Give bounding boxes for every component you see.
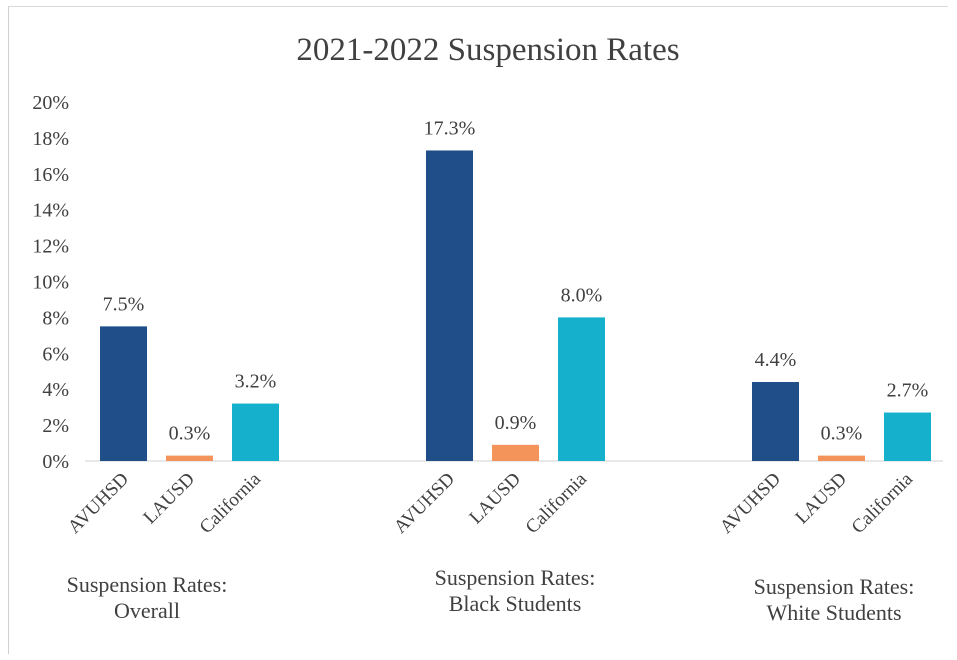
group-label: Suspension Rates:	[435, 565, 596, 590]
category-label: LAUSD	[791, 469, 851, 529]
data-label: 4.4%	[755, 349, 797, 371]
y-tick-label: 14%	[32, 200, 69, 222]
y-tick-label: 10%	[32, 272, 69, 294]
y-tick-label: 18%	[32, 128, 69, 150]
bar-lausd-1	[166, 455, 213, 461]
bar-california-1	[232, 403, 279, 461]
y-axis: 0% 2% 4% 6% 8% 10% 12% 14% 16% 18% 20%	[32, 92, 69, 473]
data-label: 7.5%	[103, 293, 145, 315]
y-tick-label: 0%	[42, 451, 69, 473]
category-label: California	[522, 468, 592, 538]
category-label: LAUSD	[465, 469, 525, 529]
y-tick-label: 16%	[32, 164, 69, 186]
data-label: 17.3%	[424, 117, 476, 139]
category-label: AVUHSD	[64, 469, 133, 538]
y-tick-label: 20%	[32, 92, 69, 114]
y-tick-label: 6%	[42, 343, 69, 365]
group-label: White Students	[766, 600, 901, 625]
chart-title: 2021-2022 Suspension Rates	[296, 32, 679, 68]
y-tick-label: 8%	[42, 307, 69, 329]
category-label: AVUHSD	[716, 469, 785, 538]
group-label: Suspension Rates:	[67, 572, 228, 597]
group-label: Overall	[114, 598, 180, 623]
bar-avuhsd-1	[100, 326, 147, 461]
bar-avuhsd-2	[426, 150, 473, 461]
chart-frame	[8, 6, 948, 654]
category-label: California	[848, 468, 918, 538]
y-tick-label: 12%	[32, 236, 69, 258]
y-tick-label: 4%	[42, 379, 69, 401]
bar-lausd-2	[492, 444, 539, 461]
bar-lausd-3	[818, 455, 865, 461]
data-label: 0.3%	[821, 423, 863, 445]
group-label: Suspension Rates:	[754, 574, 915, 599]
data-label: 2.7%	[887, 380, 929, 402]
bar-california-3	[884, 412, 931, 461]
data-label: 0.9%	[495, 412, 537, 434]
y-tick-label: 2%	[42, 415, 69, 437]
category-label: AVUHSD	[390, 469, 459, 538]
bar-california-2	[558, 317, 605, 461]
category-label: California	[196, 468, 266, 538]
data-label: 8.0%	[561, 284, 603, 306]
data-label: 3.2%	[235, 371, 277, 393]
data-label: 0.3%	[169, 423, 211, 445]
category-label: LAUSD	[139, 469, 199, 529]
bar-avuhsd-3	[752, 382, 799, 461]
bars-layer: 7.5% 0.3% 3.2% 17.3% 0.9% 8.0% 4.4% 0.3% 2.7%	[100, 117, 931, 461]
group-label: Black Students	[449, 591, 582, 616]
